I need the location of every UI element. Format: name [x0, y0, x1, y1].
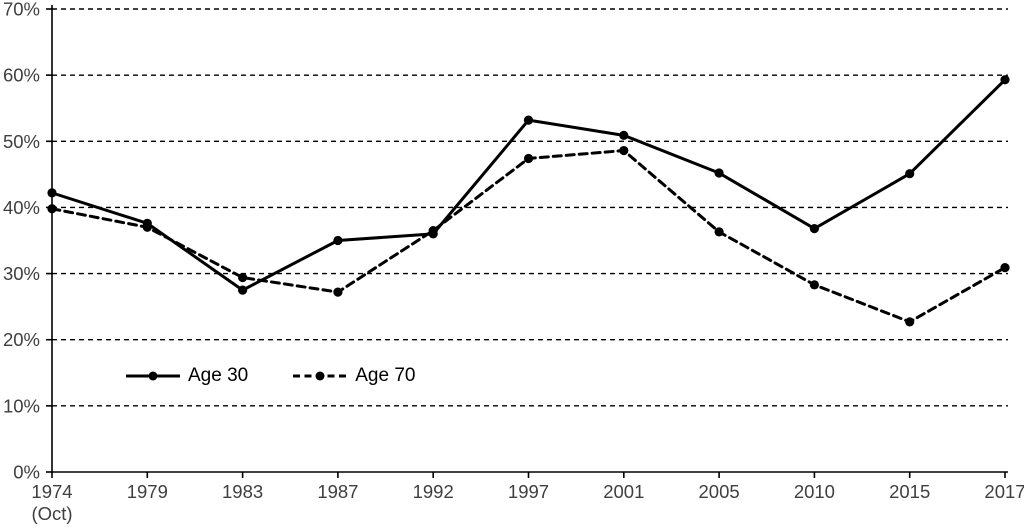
data-point-age-30	[714, 168, 724, 178]
x-tick-label: 2017	[984, 481, 1024, 502]
data-point-age-70	[47, 204, 57, 214]
data-point-age-30	[47, 188, 57, 198]
x-tick-label: 2005	[699, 481, 740, 502]
x-tick-label: 1987	[317, 481, 358, 502]
data-point-age-30	[333, 235, 343, 246]
y-tick-label: 20%	[3, 329, 40, 350]
x-tick-label: 1974	[31, 481, 72, 502]
data-point-age-30	[905, 169, 915, 179]
y-tick-label: 10%	[3, 395, 40, 416]
data-point-age-70	[238, 272, 248, 283]
data-point-age-70	[809, 280, 820, 290]
legend-label-age-70: Age 70	[355, 365, 416, 386]
y-tick-label: 70%	[3, 0, 40, 20]
legend-item-age-30: Age 30	[125, 365, 248, 387]
data-point-age-30	[809, 223, 820, 234]
data-point-age-70	[523, 153, 534, 164]
data-point-age-30	[238, 285, 248, 295]
y-tick-label: 40%	[3, 197, 40, 218]
data-point-age-30	[619, 130, 629, 140]
series-line-age-70	[50, 149, 1007, 324]
data-point-age-30	[1000, 75, 1010, 85]
x-tick-label: 1997	[508, 481, 549, 502]
legend-solid-line-sample	[126, 371, 180, 381]
data-point-age-70	[905, 317, 915, 327]
x-tick-label: 2015	[889, 481, 930, 502]
x-tick-label: 2010	[794, 481, 835, 502]
data-point-age-70	[714, 227, 724, 237]
x-tick-label: (Oct)	[31, 503, 72, 524]
chart-legend: Age 30 Age 70	[125, 365, 415, 387]
x-tick-label: 1979	[127, 481, 168, 502]
data-point-age-70	[428, 225, 438, 236]
series-line-age-30	[50, 78, 1007, 292]
data-point-age-70	[1000, 263, 1010, 273]
x-tick-label: 2001	[603, 481, 644, 502]
data-point-age-70	[142, 222, 152, 232]
data-point-age-70	[619, 145, 629, 156]
data-point-age-70	[333, 287, 343, 297]
y-tick-label: 60%	[3, 65, 40, 86]
y-tick-label: 30%	[3, 263, 40, 284]
y-tick-label: 50%	[3, 131, 40, 152]
data-point-age-30	[523, 115, 534, 125]
legend-label-age-30: Age 30	[188, 365, 249, 386]
y-tick-label: 0%	[13, 462, 40, 483]
x-tick-label: 1983	[222, 481, 263, 502]
legend-item-age-70: Age 70	[292, 365, 415, 387]
legend-dashed-line-sample	[293, 371, 348, 381]
x-tick-label: 1992	[413, 481, 454, 502]
